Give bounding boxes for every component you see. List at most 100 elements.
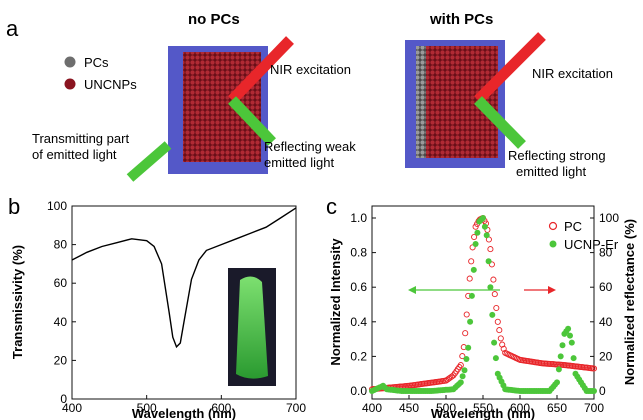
ucnp-point: [591, 388, 597, 394]
device-no-pcs: [168, 46, 268, 174]
b-xtick-label: 400: [62, 401, 82, 415]
pc-point: [500, 345, 507, 352]
c-ytick-right-label: 40: [599, 315, 613, 329]
pc-point: [462, 330, 469, 337]
b-xtick-label: 600: [211, 401, 231, 415]
pc-point: [490, 276, 497, 283]
ucnp-point: [481, 223, 488, 230]
ucnp-point: [468, 292, 475, 299]
reflect-weak-label-2: emitted light: [264, 155, 334, 170]
pc-point: [491, 291, 498, 298]
panel-b: b 400 500 600 700 0 20 40 60 80 100 Wavelength (n…: [8, 194, 306, 420]
ucnp-point: [489, 311, 496, 318]
inset-glowing-sample: [236, 276, 268, 379]
c-ylabel-right: Normalized reflectance (%): [622, 219, 637, 385]
transmit-label-2: of emitted light: [32, 147, 117, 162]
c-ytick-right-label: 60: [599, 280, 613, 294]
c-xtick-label: 650: [547, 401, 567, 415]
pc-point: [487, 246, 494, 253]
ucnp-point: [480, 215, 486, 221]
reflect-strong-label-2: emitted light: [516, 164, 586, 179]
arrow-head-red-icon: [548, 286, 556, 294]
c-ytick-left-label: 0.2: [350, 349, 367, 363]
ucnp-point: [568, 339, 575, 346]
legend-pc-label: PC: [564, 219, 582, 234]
c-ytick-left-label: 0.4: [350, 315, 367, 329]
ucnp-point: [463, 356, 470, 362]
c-xtick-label: 700: [584, 401, 604, 415]
c-ytick-right-label: 80: [599, 246, 613, 260]
nir-beam-right: [474, 32, 546, 104]
b-xtick-label: 700: [286, 401, 306, 415]
ucnp-point: [461, 367, 468, 374]
pc-point: [496, 327, 503, 334]
ucnp-series: [369, 215, 597, 394]
ucnp-point: [485, 258, 492, 265]
b-ytick-label: 20: [54, 353, 68, 367]
pc-point: [499, 341, 506, 348]
legend-pcs: PCs: [64, 55, 109, 70]
panel-c: c 400 450 500 550 600 650 7000.00.20.40.60.81.…: [326, 194, 637, 420]
b-ytick-label: 80: [54, 238, 68, 252]
ucnp-marker-icon: [64, 78, 76, 90]
pc-point: [466, 275, 473, 282]
pc-point: [468, 258, 475, 265]
legend-c: PC UCNP-Er: [548, 219, 619, 252]
ucnp-point: [554, 379, 560, 386]
c-xtick-label: 550: [473, 401, 493, 415]
c-ytick-right-label: 20: [599, 349, 613, 363]
pc-point: [459, 353, 466, 360]
c-xtick-label: 450: [399, 401, 419, 415]
transmissivity-line: [71, 207, 297, 349]
reflect-beam-left: [228, 96, 276, 146]
pc-point: [494, 318, 501, 325]
ucnp-point: [474, 229, 481, 236]
ucnp-point: [459, 373, 466, 380]
nir-label-left: NIR excitation: [270, 62, 351, 77]
c-ytick-right-label: 0: [599, 384, 606, 398]
c-xtick-label: 400: [362, 401, 382, 415]
ucnp-point: [472, 241, 479, 247]
b-ytick-label: 60: [54, 276, 68, 290]
transmit-label-1: Transmitting part: [32, 131, 129, 146]
ucnp-point: [557, 353, 564, 360]
pc-point: [488, 261, 495, 268]
c-ylabel-left: Normalized Intensity: [328, 238, 343, 366]
ucnp-point: [470, 266, 477, 273]
ucnp-point: [559, 342, 566, 349]
ucnp-point: [465, 344, 472, 351]
pc-point: [493, 304, 500, 312]
pc-marker-icon: [64, 56, 76, 68]
panel-a-label: a: [6, 16, 19, 41]
b-xtick-label: 500: [137, 401, 157, 415]
pc-particles: [416, 46, 426, 158]
pc-point: [463, 311, 470, 318]
legend-ucnp-label: UCNP-Er: [564, 237, 619, 252]
pc-point: [497, 335, 504, 342]
nir-label-right: NIR excitation: [532, 66, 613, 81]
c-xtick-label: 600: [510, 401, 530, 415]
legend-uncnps-label: UNCNPs: [84, 77, 137, 92]
b-ylabel: Transmissivity (%): [10, 245, 25, 359]
c-ytick-left-label: 0.0: [350, 384, 367, 398]
ucnp-particles-left: [183, 52, 261, 162]
pc-series: [368, 214, 598, 393]
c-xtick-label: 500: [436, 401, 456, 415]
inset-photo: [228, 268, 276, 386]
title-with-pcs: with PCs: [429, 11, 493, 28]
pc-point: [471, 233, 478, 241]
b-ytick-label: 40: [54, 315, 68, 329]
c-ytick-left-label: 1.0: [350, 211, 367, 225]
plot-frame-b: [71, 205, 297, 400]
c-ytick-right-label: 100: [599, 211, 619, 225]
ucnp-point: [570, 355, 577, 362]
ucnp-point: [487, 284, 494, 291]
b-xlabel: Wavelength (nm): [132, 406, 236, 420]
reflect-strong-label-1: Reflecting strong: [508, 148, 606, 163]
device-with-pcs: [405, 40, 505, 168]
nir-beam-left: [228, 36, 294, 104]
reflect-weak-label-1: Reflecting weak: [264, 139, 356, 154]
b-ytick-label: 0: [60, 392, 67, 406]
legend-uncnps: UNCNPs: [64, 77, 137, 92]
